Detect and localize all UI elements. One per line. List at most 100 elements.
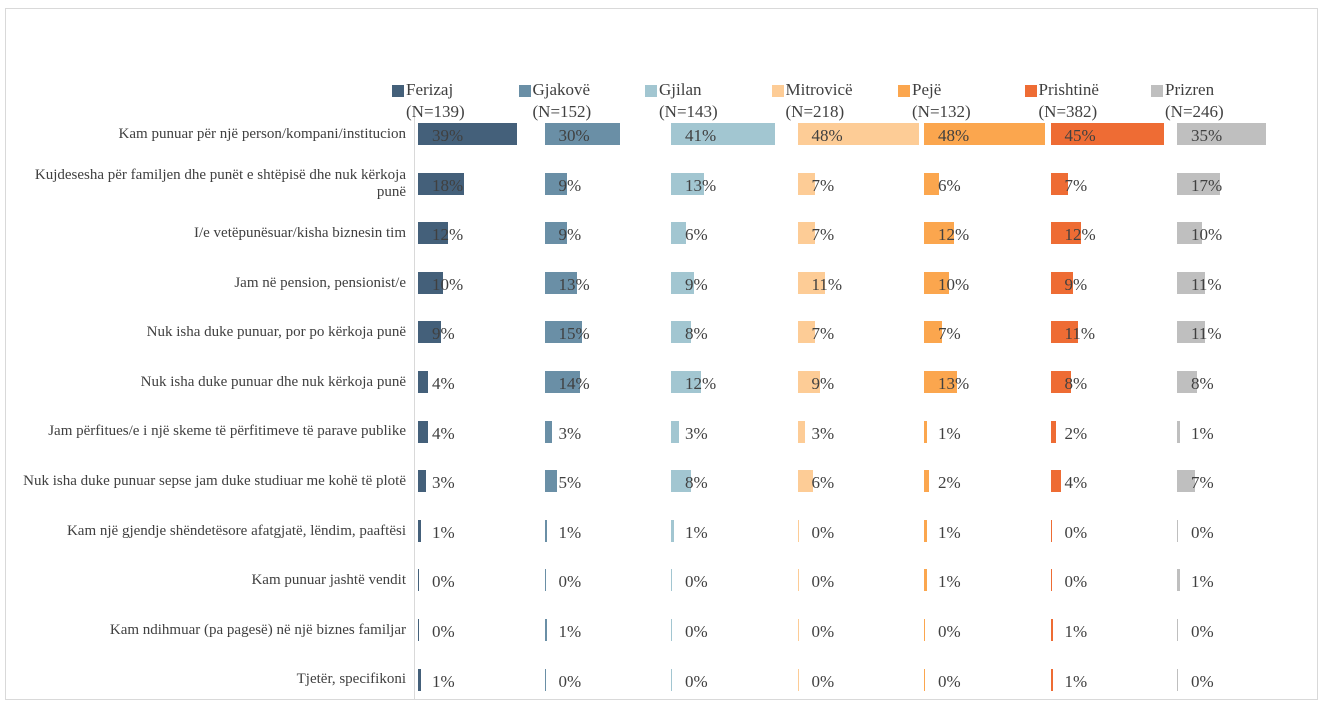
value-label: 0% [432, 572, 455, 592]
value-label: 12% [685, 374, 717, 393]
legend-label: Prizren (N=246) [1165, 80, 1224, 121]
value-label: 11% [1191, 274, 1222, 294]
value-label: 17% [1191, 175, 1223, 195]
bar [544, 470, 558, 493]
value-label: 9% [558, 225, 582, 245]
value-label: 12% [1064, 225, 1096, 245]
value-label: 7% [1191, 473, 1214, 493]
value-label: 14% [558, 374, 590, 393]
bar [924, 222, 955, 245]
value-label: 11% [811, 274, 843, 294]
value-label: 7% [811, 175, 835, 195]
value-label: 13% [558, 274, 590, 294]
value-label: 8% [1064, 374, 1088, 393]
bar [418, 123, 517, 145]
bar [797, 123, 919, 145]
legend-swatch [518, 85, 531, 97]
bar [924, 420, 927, 443]
bar [671, 172, 704, 195]
value-label: 0% [685, 572, 708, 592]
bar [1177, 321, 1205, 344]
category-label: Kam punuar jashtë vendit [251, 572, 406, 589]
bar [1050, 371, 1071, 393]
bar [418, 470, 426, 493]
bar [924, 371, 957, 393]
value-label: 0% [1191, 622, 1214, 641]
bar [924, 123, 1046, 145]
bar [671, 222, 687, 245]
bar [797, 271, 826, 294]
bar [1050, 619, 1054, 641]
bar [418, 321, 441, 344]
value-label: 11% [1064, 324, 1096, 344]
bar [418, 519, 421, 542]
value-label: 1% [432, 522, 455, 542]
axis-line [414, 116, 415, 699]
bar [924, 470, 930, 493]
bar [797, 668, 799, 691]
bar [544, 371, 580, 393]
bar [418, 172, 464, 195]
bar [1050, 172, 1069, 195]
value-label: 0% [558, 572, 582, 592]
bar [544, 519, 548, 542]
value-label: 0% [1064, 572, 1088, 592]
bar [924, 619, 925, 641]
bar [1050, 271, 1074, 294]
category-label: Kam punuar për një person/kompani/instit… [118, 125, 406, 142]
value-label: 12% [432, 225, 464, 245]
value-label: 2% [1064, 423, 1088, 443]
value-label: 9% [1064, 274, 1088, 294]
bar [544, 321, 583, 344]
value-label: 0% [811, 572, 835, 592]
bar [797, 321, 816, 344]
bar [544, 222, 568, 245]
bar [1050, 569, 1052, 592]
value-label: 0% [938, 622, 961, 641]
value-label: 2% [938, 473, 961, 493]
value-label: 3% [685, 423, 708, 443]
value-label: 1% [1064, 671, 1088, 691]
category-label: Jam në pension, pensionist/e [234, 274, 406, 291]
legend-label: Prishtinë (N=382) [1038, 80, 1099, 121]
category-label: Nuk isha duke punuar sepse jam duke stud… [23, 472, 406, 489]
value-label: 15% [558, 324, 590, 344]
value-label: 1% [938, 423, 961, 443]
bar [418, 420, 429, 443]
bar [671, 619, 672, 641]
value-label: 1% [432, 671, 455, 691]
legend-swatch [771, 85, 784, 97]
value-label: 7% [1064, 175, 1088, 195]
bar [418, 619, 419, 641]
value-label: 7% [811, 324, 835, 344]
bar [1177, 222, 1203, 245]
bar [1177, 470, 1195, 493]
value-label: 0% [811, 671, 835, 691]
bar [544, 420, 553, 443]
bar [1050, 222, 1081, 245]
category-label: Kam ndihmuar (pa pagesë) në një biznes f… [109, 621, 406, 638]
value-label: 48% [811, 126, 843, 145]
value-label: 10% [938, 274, 970, 294]
value-label: 0% [1064, 522, 1088, 542]
value-label: 13% [685, 175, 717, 195]
category-label: Jam përfitues/e i një skeme të përfitime… [48, 423, 406, 440]
bar [924, 569, 927, 592]
legend-swatch [1024, 85, 1037, 97]
value-label: 11% [1191, 324, 1222, 344]
bar [544, 569, 546, 592]
value-label: 6% [811, 473, 835, 493]
legend-label: Mitrovicë (N=218) [785, 80, 853, 121]
legend-swatch [645, 85, 657, 97]
value-label: 9% [811, 374, 835, 393]
value-label: 3% [432, 473, 455, 493]
value-label: 0% [1191, 522, 1214, 542]
bar [1050, 470, 1061, 493]
category-label: I/e vetëpunësuar/kisha biznesin tim [193, 224, 406, 241]
bar [797, 172, 816, 195]
value-label: 3% [811, 423, 835, 443]
legend-label: Ferizaj (N=139) [406, 80, 465, 121]
value-label: 1% [558, 622, 582, 641]
value-label: 1% [938, 522, 961, 542]
bar [1177, 619, 1178, 641]
